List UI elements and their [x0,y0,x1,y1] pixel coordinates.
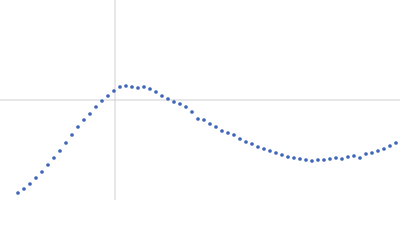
data-point [232,133,236,137]
data-point [382,147,386,151]
data-point [166,97,170,101]
data-point [340,157,344,161]
data-point [16,191,20,195]
data-point [346,155,350,159]
data-point [130,85,134,89]
data-point [46,163,50,167]
data-point [124,84,128,88]
data-point [262,147,266,151]
data-point [214,125,218,129]
data-point [70,133,74,137]
page: {"chart_data": {"type": "scatter", "x": … [0,0,400,200]
chart [0,0,400,200]
data-point [220,129,224,133]
data-point [226,131,230,135]
data-point [322,158,326,162]
data-point [160,94,164,98]
data-point [370,151,374,155]
data-point [298,157,302,161]
data-point [106,94,110,98]
data-point [52,156,56,160]
data-point [100,99,104,103]
data-point [274,151,278,155]
data-point [142,85,146,89]
data-point [238,137,242,141]
data-point [76,125,80,129]
data-point [184,105,188,109]
data-point [178,102,182,106]
data-point [172,100,176,104]
data-point [292,156,296,160]
data-point [376,149,380,153]
data-point [334,156,338,160]
data-point [364,152,368,156]
data-point [244,140,248,144]
data-point [196,117,200,121]
data-point [358,156,362,160]
data-point [394,141,398,145]
data-point [136,86,140,90]
data-point [28,182,32,186]
data-point [316,158,320,162]
data-point [118,85,122,89]
data-point [64,141,68,145]
data-point [286,155,290,159]
data-point [94,105,98,109]
data-point [352,154,356,158]
data-point [280,153,284,157]
data-point [40,170,44,174]
data-point [148,87,152,91]
data-point [328,157,332,161]
data-point [388,144,392,148]
data-point [88,112,92,116]
data-point [22,187,26,191]
data-point [250,142,254,146]
data-point [268,149,272,153]
data-point [304,158,308,162]
data-point [190,110,194,114]
data-point [202,118,206,122]
data-point [58,149,62,153]
data-point [256,145,260,149]
data-point [34,176,38,180]
data-point [208,122,212,126]
data-point [112,89,116,93]
data-point [154,90,158,94]
data-point [82,118,86,122]
data-point [310,159,314,163]
